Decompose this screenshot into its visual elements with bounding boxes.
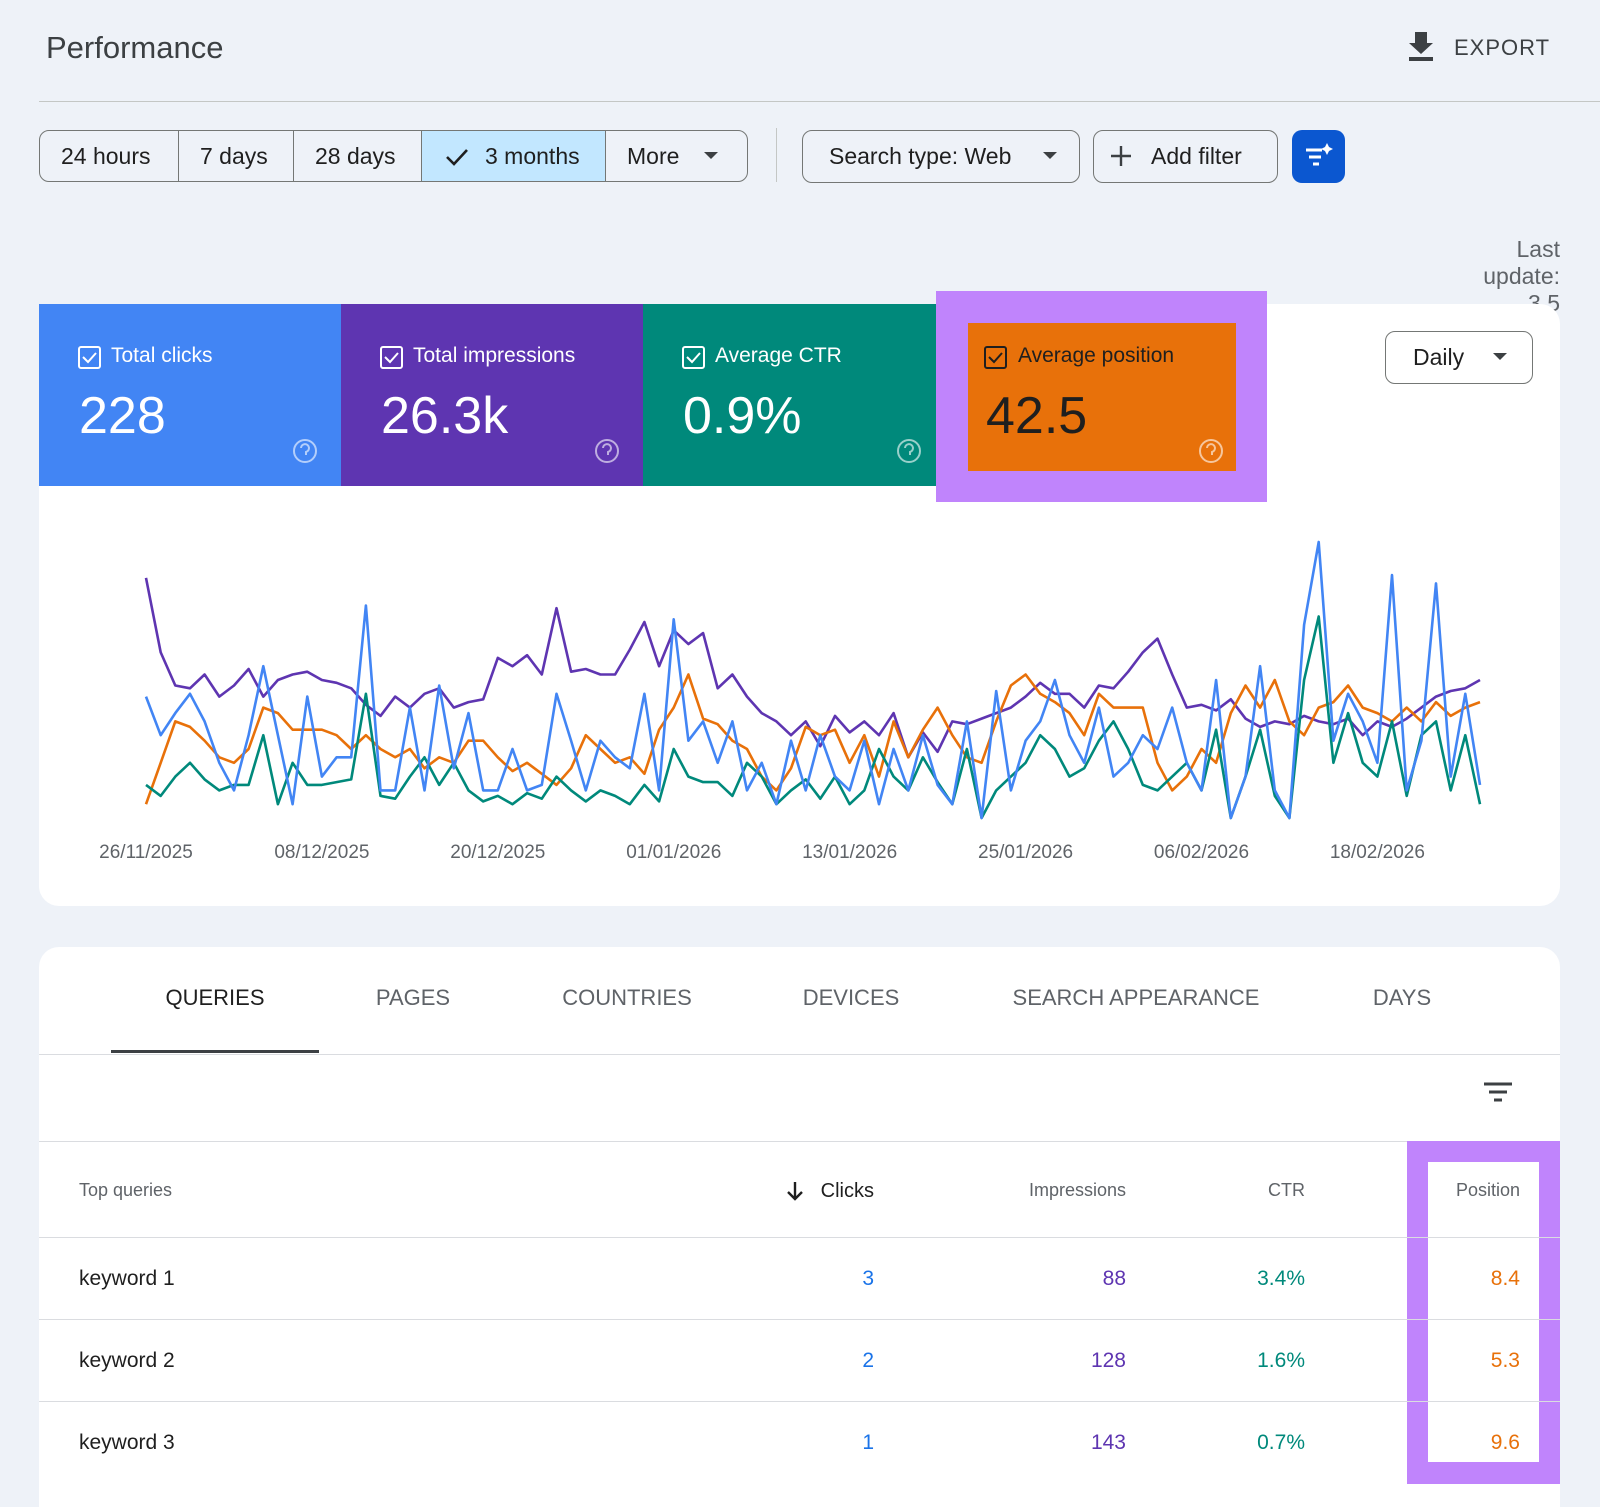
table-cell: 8.4 bbox=[1491, 1267, 1520, 1291]
chart: 26/11/2025 08/12/2025 20/12/2025 01/01/2026… bbox=[0, 0, 1600, 900]
sort-icon bbox=[784, 1180, 806, 1202]
query-cell[interactable]: keyword 3 bbox=[79, 1431, 175, 1455]
series-line bbox=[146, 617, 1480, 819]
table-cell: 2 bbox=[862, 1349, 874, 1373]
column-header[interactable]: CTR bbox=[1268, 1180, 1305, 1201]
tab[interactable]: COUNTRIES bbox=[562, 985, 692, 1011]
column-header[interactable]: Position bbox=[1456, 1180, 1520, 1201]
x-tick-label: 13/01/2026 bbox=[802, 842, 897, 863]
x-tick-label: 01/01/2026 bbox=[626, 842, 721, 863]
table-cell: 128 bbox=[1091, 1349, 1126, 1373]
table-cell: 1.6% bbox=[1257, 1349, 1305, 1373]
highlight-inner bbox=[1428, 1162, 1539, 1462]
series-line bbox=[146, 542, 1480, 818]
column-header: Top queries bbox=[79, 1180, 172, 1201]
column-header[interactable]: Impressions bbox=[1029, 1180, 1126, 1201]
table-cell: 0.7% bbox=[1257, 1431, 1305, 1455]
row-divider bbox=[39, 1401, 1560, 1402]
table-cell: 9.6 bbox=[1491, 1431, 1520, 1455]
x-tick-label: 18/02/2026 bbox=[1330, 842, 1425, 863]
query-cell[interactable]: keyword 2 bbox=[79, 1349, 175, 1373]
tab[interactable]: DEVICES bbox=[803, 985, 900, 1011]
query-cell[interactable]: keyword 1 bbox=[79, 1267, 175, 1291]
filter-icon[interactable] bbox=[1482, 1080, 1514, 1106]
x-tick-label: 25/01/2026 bbox=[978, 842, 1073, 863]
table-cell: 88 bbox=[1103, 1267, 1126, 1291]
tab-indicator bbox=[111, 1050, 319, 1053]
x-tick-label: 06/02/2026 bbox=[1154, 842, 1249, 863]
table-cell: 1 bbox=[862, 1431, 874, 1455]
x-tick-label: 08/12/2025 bbox=[274, 842, 369, 863]
tab[interactable]: DAYS bbox=[1373, 985, 1431, 1011]
series-line bbox=[146, 675, 1480, 805]
table-cell: 143 bbox=[1091, 1431, 1126, 1455]
divider bbox=[39, 1054, 1560, 1055]
row-divider bbox=[39, 1319, 1560, 1320]
table-cell: 3.4% bbox=[1257, 1267, 1305, 1291]
tab[interactable]: QUERIES bbox=[165, 985, 264, 1011]
table-cell: 5.3 bbox=[1491, 1349, 1520, 1373]
x-tick-label: 20/12/2025 bbox=[450, 842, 545, 863]
table-cell: 3 bbox=[862, 1267, 874, 1291]
table-card bbox=[39, 947, 1560, 1507]
column-header[interactable]: Clicks bbox=[821, 1180, 874, 1203]
row-divider bbox=[39, 1237, 1560, 1238]
tab[interactable]: PAGES bbox=[376, 985, 450, 1011]
tab[interactable]: SEARCH APPEARANCE bbox=[1013, 985, 1260, 1011]
divider bbox=[39, 1141, 1560, 1142]
x-tick-label: 26/11/2025 bbox=[99, 842, 193, 863]
